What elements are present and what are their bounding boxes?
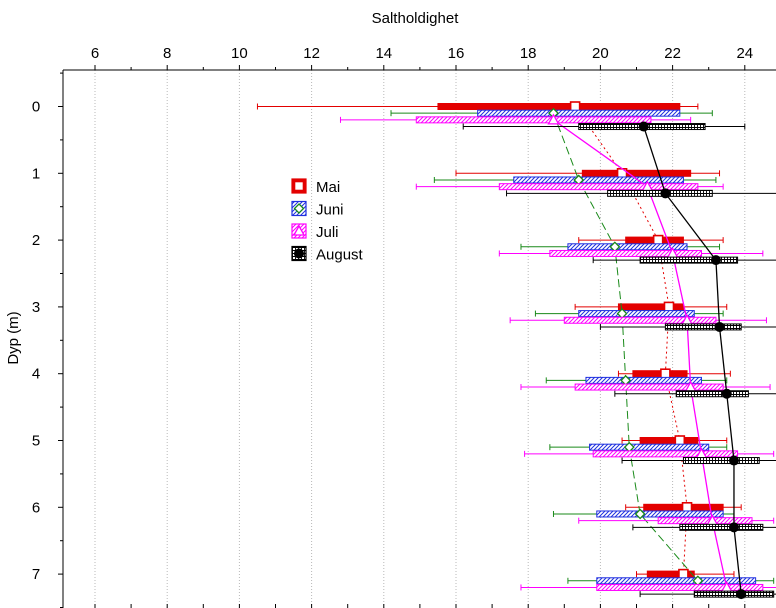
x-tick-label: 10	[231, 45, 248, 62]
legend-item-juli: Juli	[291, 223, 339, 241]
x-tick-label: 6	[91, 45, 99, 62]
range-box	[693, 590, 775, 598]
x-tick-label: 24	[736, 45, 753, 62]
data-marker-circle	[721, 388, 732, 399]
x-tick-label: 8	[163, 45, 171, 62]
series-layer	[256, 101, 776, 600]
series-juni	[390, 107, 775, 587]
legend-item-august: August	[291, 245, 364, 264]
y-tick-label: 0	[32, 99, 40, 116]
data-marker-circle	[660, 188, 671, 199]
range-box	[567, 243, 688, 251]
range-box	[563, 316, 717, 324]
data-marker-circle	[638, 121, 649, 132]
series-mai	[256, 101, 742, 580]
x-tick-label: 14	[375, 45, 392, 62]
range-box	[592, 450, 739, 458]
range-box	[617, 303, 684, 311]
series-august	[462, 121, 776, 600]
data-marker-circle	[728, 455, 739, 466]
data-marker-circle	[728, 522, 739, 533]
x-tick-label: 12	[303, 45, 320, 62]
y-tick-label: 5	[32, 433, 40, 450]
range-box	[679, 523, 764, 531]
range-box	[607, 189, 713, 197]
data-marker-diamond	[634, 508, 646, 520]
x-tick-label: 16	[448, 45, 465, 62]
range-box	[657, 517, 753, 525]
series-line	[553, 113, 699, 582]
range-box	[664, 323, 742, 331]
legend-label: Mai	[316, 179, 340, 196]
range-box	[646, 570, 695, 578]
data-marker-diamond	[293, 203, 305, 214]
range-box	[415, 116, 652, 124]
data-marker-circle	[294, 248, 304, 259]
x-tick-label: 18	[520, 45, 537, 62]
range-box	[477, 109, 681, 117]
legend-label: Juli	[316, 224, 339, 241]
y-tick-label: 1	[32, 165, 40, 182]
data-marker-triangle	[547, 113, 560, 125]
data-marker-square	[569, 101, 581, 112]
range-box	[596, 577, 757, 585]
legend-item-mai: Mai	[291, 178, 340, 196]
data-marker-square	[652, 234, 664, 246]
range-box	[574, 383, 724, 391]
y-axis-title: Dyp (m)	[5, 311, 22, 364]
data-marker-circle	[736, 589, 747, 600]
data-marker-square	[663, 301, 675, 313]
range-box	[596, 510, 724, 518]
range-box	[437, 103, 681, 110]
range-box	[589, 443, 710, 451]
range-box	[578, 310, 695, 318]
data-marker-square	[674, 435, 686, 446]
data-marker-square	[681, 501, 693, 513]
range-box	[675, 390, 749, 398]
data-marker-square	[678, 568, 689, 580]
legend-label: Juni	[316, 202, 344, 219]
y-tick-label: 2	[32, 232, 40, 249]
data-marker-square	[660, 368, 671, 380]
data-marker-circle	[714, 321, 725, 332]
range-box	[639, 256, 739, 264]
y-tick-label: 7	[32, 566, 40, 583]
range-box	[596, 583, 764, 591]
range-box	[639, 437, 699, 444]
range-box	[585, 376, 702, 384]
x-tick-label: 22	[664, 45, 681, 62]
range-box	[513, 176, 684, 184]
legend-item-juni: Juni	[291, 200, 344, 219]
y-tick-label: 3	[32, 299, 40, 316]
legend: Mai Juni Juli August	[291, 178, 364, 264]
series-line	[643, 126, 742, 595]
series-line	[553, 119, 728, 588]
x-tick-label: 20	[592, 45, 609, 62]
range-box	[581, 169, 692, 177]
range-box	[682, 457, 760, 465]
data-marker-square	[293, 180, 305, 192]
range-box	[549, 249, 702, 257]
legend-label: August	[316, 247, 364, 264]
data-marker-circle	[710, 255, 721, 266]
series-line	[574, 106, 688, 575]
data-marker-triangle	[292, 224, 306, 236]
y-tick-label: 4	[32, 366, 40, 383]
x-axis-title: Saltholdighet	[372, 10, 460, 27]
series-juli	[339, 113, 776, 593]
range-box	[498, 183, 699, 191]
y-tick-label: 6	[32, 499, 40, 516]
range-box	[632, 370, 688, 378]
